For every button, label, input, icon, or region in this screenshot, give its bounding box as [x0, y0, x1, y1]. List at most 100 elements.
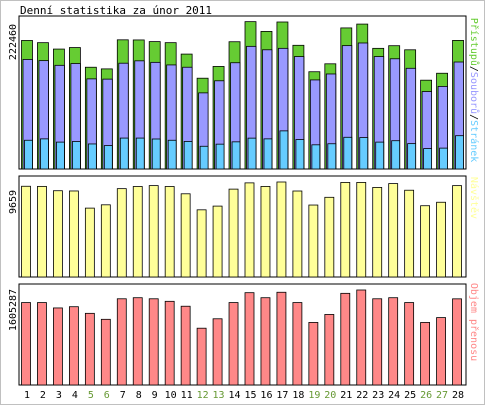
bar-kbytes-day-26 [420, 322, 431, 386]
bar-kbytes-day-5 [84, 312, 95, 386]
bar-kbytes-day-11 [180, 305, 191, 386]
bar-kbytes-day-25 [404, 302, 415, 386]
bar-visits-day-16 [260, 186, 271, 278]
kbytes-max-label: 1605287 [8, 289, 19, 331]
bar-hits-day-3 [56, 141, 65, 170]
x-tick-label: 15 [244, 390, 256, 401]
bar-hits-day-6 [103, 145, 113, 170]
bar-hits-day-19 [311, 144, 321, 170]
bar-kbytes-day-14 [228, 302, 239, 386]
bar-visits-day-1 [21, 185, 31, 278]
bar-hits-day-20 [327, 143, 337, 170]
bar-hits-day-18 [295, 139, 305, 170]
bar-hits-day-7 [119, 137, 129, 170]
bar-kbytes-day-17 [276, 291, 287, 386]
bar-hits-day-1 [24, 139, 33, 170]
legend-visits: Návštěv [468, 177, 480, 219]
x-tick-label: 3 [56, 390, 62, 401]
bar-kbytes-day-3 [53, 307, 63, 386]
x-tick-label: 11 [181, 390, 193, 401]
bar-visits-day-11 [180, 193, 191, 278]
x-tick-label: 2 [40, 390, 46, 401]
bar-visits-day-3 [53, 190, 63, 278]
traffic-panel-frame [18, 15, 467, 170]
bar-visits-day-9 [148, 185, 159, 278]
bar-visits-day-10 [164, 186, 175, 278]
bar-hits-day-16 [263, 138, 273, 170]
x-tick-label: 10 [165, 390, 177, 401]
bar-visits-day-13 [212, 205, 223, 278]
legend-pages: Přístupů [468, 18, 480, 66]
bar-visits-day-8 [132, 186, 143, 278]
bar-visits-day-17 [276, 181, 287, 278]
bar-kbytes-day-23 [372, 298, 383, 386]
x-tick-label: 5 [88, 390, 94, 401]
bar-visits-day-18 [292, 190, 303, 278]
legend-hits: Stránek [468, 120, 480, 162]
bar-visits-day-26 [420, 205, 431, 278]
chart-title: Denní statistika za únor 2011 [20, 4, 213, 17]
x-tick-label: 16 [260, 390, 272, 401]
bar-kbytes-day-7 [116, 298, 127, 386]
x-tick-label: 17 [276, 390, 288, 401]
bar-visits-day-23 [372, 187, 383, 278]
bar-kbytes-day-1 [21, 302, 31, 386]
traffic-max-label: 222460 [8, 24, 19, 60]
bar-hits-day-26 [423, 148, 433, 170]
legend-separator: / [468, 114, 479, 120]
bar-hits-day-2 [40, 138, 49, 170]
x-tick-label: 28 [452, 390, 464, 401]
bar-hits-day-13 [215, 143, 225, 170]
bar-hits-day-12 [199, 145, 209, 170]
bar-kbytes-day-22 [356, 289, 367, 386]
bar-kbytes-day-13 [212, 318, 223, 386]
x-tick-label: 8 [136, 390, 142, 401]
x-tick-label: 21 [340, 390, 352, 401]
bar-hits-day-15 [247, 137, 257, 170]
x-tick-label: 4 [72, 390, 78, 401]
bar-hits-day-23 [375, 141, 385, 170]
bar-kbytes-day-6 [100, 318, 111, 386]
bar-visits-day-21 [340, 182, 351, 278]
bar-visits-day-2 [37, 185, 47, 278]
kbytes-legend: Objem přenosu [468, 283, 480, 361]
x-tick-label: 20 [324, 390, 336, 401]
bar-visits-day-19 [308, 204, 319, 278]
bar-kbytes-day-10 [164, 300, 175, 386]
bar-visits-day-12 [196, 209, 207, 278]
bar-kbytes-day-16 [260, 297, 271, 386]
bar-visits-day-28 [452, 185, 462, 278]
x-tick-label: 24 [388, 390, 400, 401]
bar-visits-day-5 [84, 207, 95, 278]
x-tick-label: 22 [356, 390, 368, 401]
x-tick-label: 18 [292, 390, 304, 401]
bar-visits-day-27 [436, 201, 446, 278]
kbytes-panel-frame [18, 283, 467, 386]
bar-kbytes-day-15 [244, 292, 255, 386]
visits-panel-frame [18, 175, 467, 278]
x-tick-label: 6 [104, 390, 110, 401]
bar-hits-day-5 [87, 143, 97, 170]
bar-visits-day-24 [388, 183, 399, 278]
x-tick-label: 23 [372, 390, 384, 401]
bar-visits-day-7 [116, 188, 127, 278]
bar-hits-day-8 [135, 137, 145, 170]
x-tick-label: 1 [24, 390, 30, 401]
bar-visits-day-15 [244, 182, 255, 278]
x-tick-label: 27 [436, 390, 448, 401]
bar-hits-day-25 [407, 143, 417, 170]
bar-hits-day-24 [391, 140, 401, 170]
bar-kbytes-day-18 [292, 302, 303, 386]
bar-kbytes-day-4 [68, 306, 79, 386]
bar-hits-day-27 [439, 147, 448, 170]
bar-visits-day-6 [100, 204, 111, 278]
bar-visits-day-14 [228, 188, 239, 278]
bar-kbytes-day-2 [37, 302, 47, 386]
bar-hits-day-21 [343, 136, 353, 170]
traffic-legend: Přístupů/Souborů/Stránek [468, 18, 480, 163]
bar-hits-day-11 [183, 141, 193, 170]
bar-kbytes-day-27 [436, 317, 446, 386]
bar-visits-day-4 [68, 190, 79, 278]
x-tick-label: 14 [228, 390, 240, 401]
